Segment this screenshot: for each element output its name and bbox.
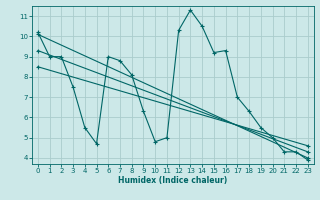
X-axis label: Humidex (Indice chaleur): Humidex (Indice chaleur) <box>118 176 228 185</box>
